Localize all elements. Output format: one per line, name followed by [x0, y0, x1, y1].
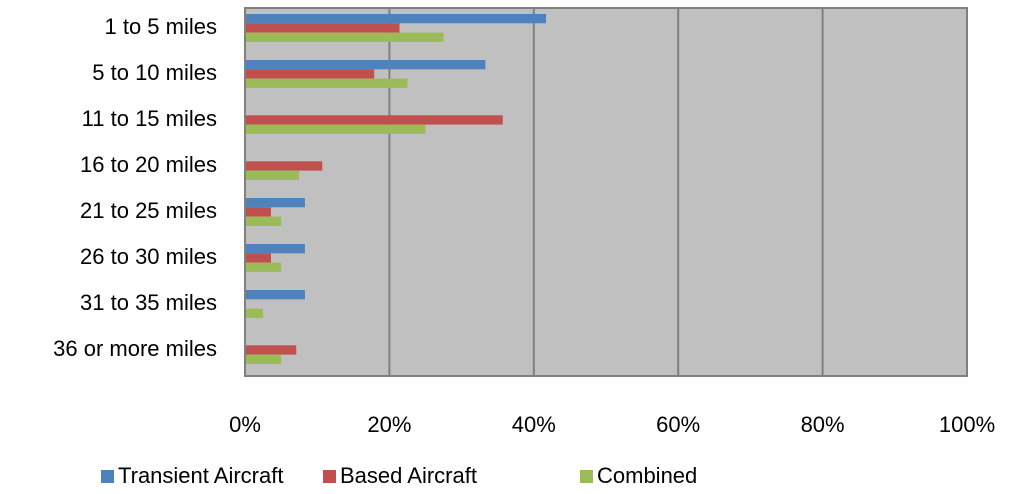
category-labels: 1 to 5 miles 5 to 10 miles 11 to 15 miles 1…: [53, 14, 217, 361]
category-label: 1 to 5 miles: [105, 14, 218, 39]
bar-transient-aircraft: [245, 60, 486, 70]
legend-label: Transient Aircraft: [118, 463, 283, 488]
bar-based-aircraft: [245, 115, 503, 125]
x-tick-label: 0%: [229, 412, 261, 437]
category-label: 26 to 30 miles: [80, 244, 217, 269]
x-tick-label: 100%: [939, 412, 995, 437]
plot-border: [244, 7, 968, 377]
legend-label: Based Aircraft: [340, 463, 477, 488]
bar-based-aircraft: [245, 207, 271, 217]
legend-label: Combined: [597, 463, 697, 488]
bar-transient-aircraft: [245, 198, 305, 208]
bar-combined: [245, 32, 444, 42]
category-label: 21 to 25 miles: [80, 198, 217, 223]
legend-swatch: [580, 470, 593, 483]
x-axis-tick-labels: 0% 20% 40% 60% 80% 100%: [229, 412, 995, 437]
category-label: 31 to 35 miles: [80, 290, 217, 315]
bar-combined: [245, 78, 408, 88]
x-tick-label: 20%: [367, 412, 411, 437]
category-label: 36 or more miles: [53, 336, 217, 361]
x-tick-label: 40%: [512, 412, 556, 437]
category-label: 11 to 15 miles: [82, 106, 217, 131]
bars: [245, 14, 547, 364]
bar-combined: [245, 170, 300, 180]
bar-combined: [245, 308, 264, 318]
category-label: 5 to 10 miles: [92, 60, 217, 85]
x-tick-label: 80%: [801, 412, 845, 437]
bar-combined: [245, 262, 282, 272]
category-label: 16 to 20 miles: [80, 152, 217, 177]
legend: Transient Aircraft Based Aircraft Combined: [101, 463, 697, 488]
bar-combined: [245, 216, 282, 226]
bar-transient-aircraft: [245, 244, 305, 254]
bar-combined: [245, 354, 282, 364]
bar-based-aircraft: [245, 345, 297, 355]
bar-based-aircraft: [245, 253, 271, 263]
bar-transient-aircraft: [245, 290, 305, 300]
x-tick-label: 60%: [656, 412, 700, 437]
legend-swatch: [101, 470, 114, 483]
legend-swatch: [323, 470, 336, 483]
bar-transient-aircraft: [245, 14, 547, 24]
bar-based-aircraft: [245, 161, 323, 171]
bar-based-aircraft: [245, 23, 400, 33]
bar-combined: [245, 124, 426, 134]
gridlines: [388, 8, 824, 376]
bar-based-aircraft: [245, 69, 375, 79]
